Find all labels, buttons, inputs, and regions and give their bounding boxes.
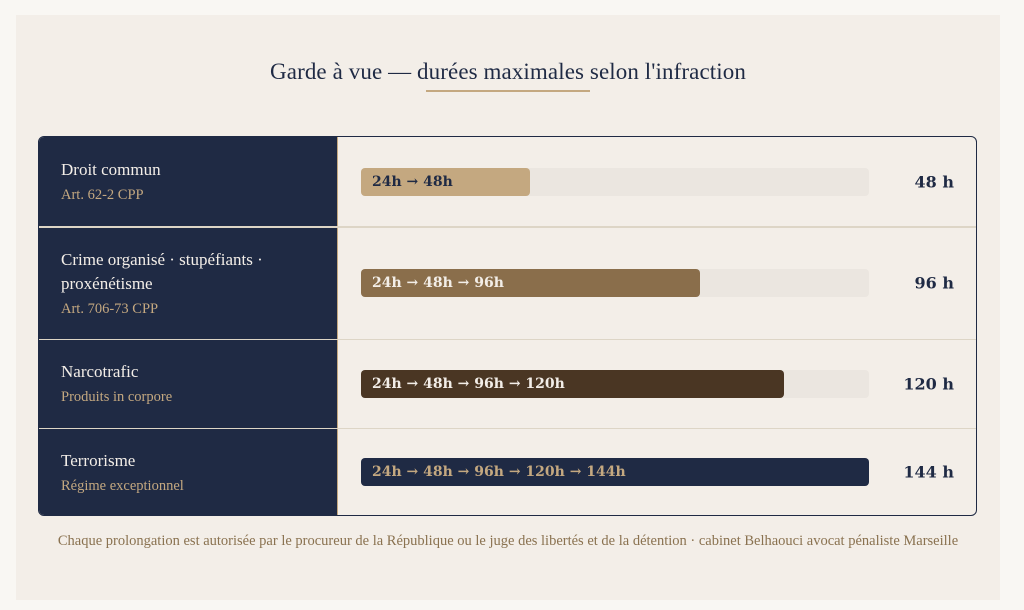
row-divider bbox=[39, 226, 976, 228]
row-label: Droit commun bbox=[61, 160, 161, 179]
row-label-cell: Droit commun Art. 62-2 CPP bbox=[39, 137, 338, 226]
bar-track: 24h → 48h bbox=[361, 167, 869, 196]
duration-value: 144 h bbox=[903, 462, 954, 482]
table-row: Narcotrafic Produits in corpore 24h → 48… bbox=[39, 340, 976, 428]
duration-bar: 24h → 48h bbox=[361, 167, 531, 196]
duration-value: 48 h bbox=[914, 172, 954, 191]
duration-bar: 24h → 48h → 96h bbox=[361, 269, 700, 297]
bar-cell: 24h → 48h 48 h bbox=[338, 137, 976, 226]
duration-bar: 24h → 48h → 96h → 120h → 144h bbox=[361, 458, 869, 486]
row-divider bbox=[39, 338, 976, 340]
bar-cell: 24h → 48h → 96h 96 h bbox=[338, 228, 976, 339]
bar-track: 24h → 48h → 96h → 120h → 144h bbox=[361, 458, 869, 486]
footnote: Chaque prolongation est autorisée par le… bbox=[57, 533, 959, 549]
row-label-cell: Crime organisé · stupéfiants · proxénéti… bbox=[39, 227, 338, 339]
bar-track: 24h → 48h → 96h bbox=[361, 269, 869, 297]
bar-track: 24h → 48h → 96h → 120h bbox=[361, 369, 869, 398]
bar-cell: 24h → 48h → 96h → 120h 120 h bbox=[338, 340, 976, 428]
table-row: Droit commun Art. 62-2 CPP 24h → 48h 48 … bbox=[39, 137, 976, 226]
row-divider bbox=[39, 427, 976, 429]
chart-card: Garde à vue — durées maximales selon l'i… bbox=[16, 15, 1000, 600]
duration-bar: 24h → 48h → 96h → 120h bbox=[361, 369, 785, 398]
duration-table: Droit commun Art. 62-2 CPP 24h → 48h 48 … bbox=[38, 136, 977, 516]
row-label-cell: Narcotrafic Produits in corpore bbox=[39, 340, 338, 428]
row-label: Narcotrafic bbox=[61, 362, 139, 382]
row-sublabel: Produits in corpore bbox=[61, 389, 173, 406]
row-label: Crime organisé · stupéfiants · proxénéti… bbox=[61, 249, 263, 293]
table-row: Crime organisé · stupéfiants · proxénéti… bbox=[39, 227, 976, 339]
bar-cell: 24h → 48h → 96h → 120h → 144h 144 h bbox=[338, 429, 976, 515]
row-sublabel: Art. 706-73 CPP bbox=[61, 300, 159, 317]
duration-value: 120 h bbox=[903, 374, 954, 394]
row-label: Terrorisme bbox=[61, 450, 136, 470]
row-sublabel: Régime exceptionnel bbox=[61, 477, 184, 494]
row-sublabel: Art. 62-2 CPP bbox=[61, 187, 144, 203]
row-label-cell: Terrorisme Régime exceptionnel bbox=[39, 429, 338, 515]
table-row: Terrorisme Régime exceptionnel 24h → 48h… bbox=[39, 429, 976, 515]
duration-value: 96 h bbox=[914, 273, 954, 293]
chart-title: Garde à vue — durées maximales selon l'i… bbox=[270, 59, 746, 84]
title-underline bbox=[426, 90, 590, 92]
